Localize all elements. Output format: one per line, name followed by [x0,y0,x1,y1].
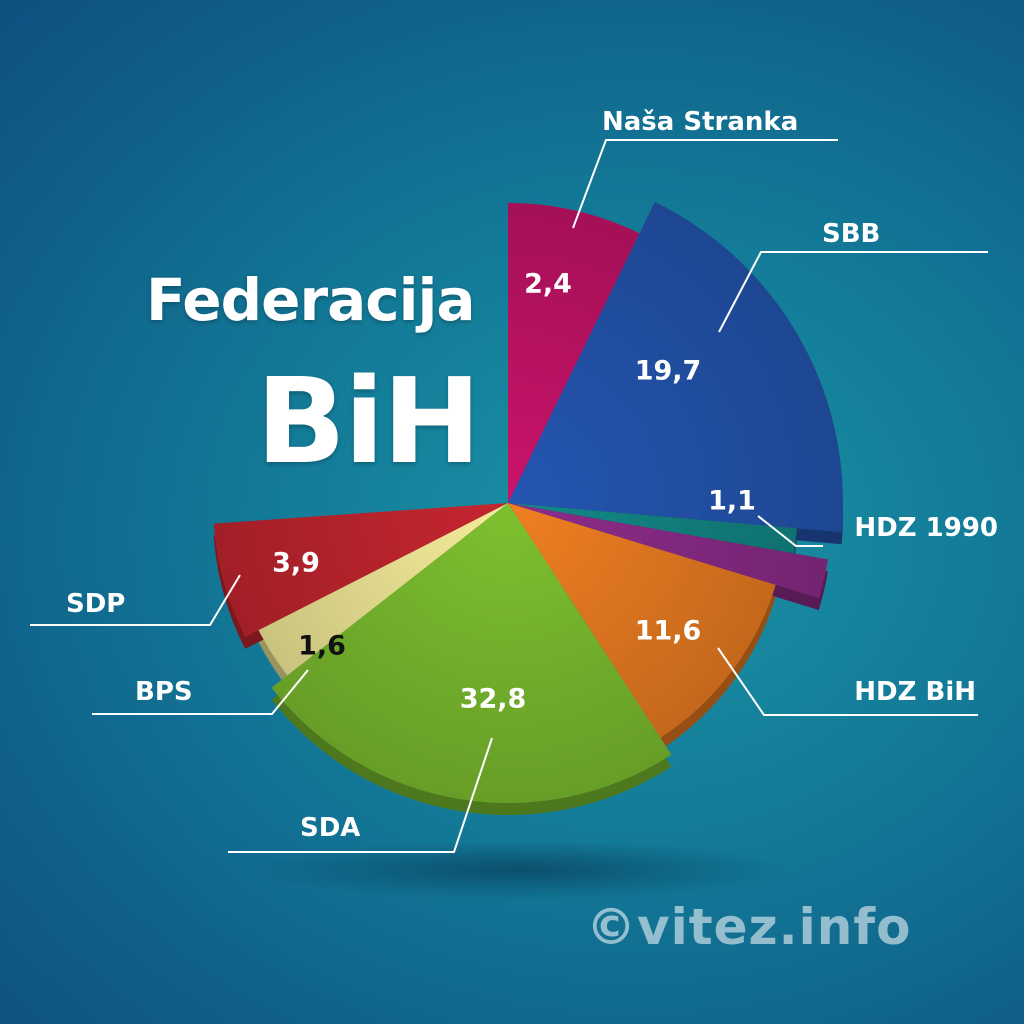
slice-value-label: 11,6 [635,616,702,647]
callout-line [92,669,309,715]
callout-line [757,515,823,547]
party-name-label: SBB [822,219,880,249]
slice-value-label: 1,1 [708,486,756,517]
slice-hdz-1990 [508,503,797,554]
slice-hdz-1990-accent [508,503,829,599]
callout-line [718,251,988,333]
party-name-label: HDZ 1990 [854,513,998,543]
party-name-label: SDA [300,813,360,843]
slice-value-label: 19,7 [635,356,702,387]
party-name-label: SDP [66,589,125,619]
callout-line [572,139,838,229]
slice-value-label: 3,9 [272,548,320,579]
slice-na-a-stranka [508,203,640,503]
chart-title-line-2: BiH [256,352,481,490]
slice-sdp [213,503,508,637]
chart-title-line-1: Federacija [146,266,475,334]
chart-shadow [250,840,790,900]
slice-value-label: 1,6 [298,631,346,662]
slice-hdz-bih [508,503,776,738]
labels-layer: 2,4 Naša Stranka 19,7 SBB 1,1 HDZ 1990 11,6 HDZ… [66,107,998,843]
party-name-label: Naša Stranka [602,107,798,137]
watermark-logo: ©vitez.info [586,898,912,956]
slice-sda [271,503,672,804]
callouts-layer [30,139,988,853]
slice-bps [258,503,508,676]
callout-line [30,574,241,626]
callout-line [228,737,493,853]
slices-layer [213,201,843,816]
party-name-label: HDZ BiH [854,677,976,707]
slice-value-label: 2,4 [524,269,572,300]
party-name-label: BPS [135,677,193,707]
slice-value-label: 32,8 [460,684,527,715]
slice-sbb [508,201,843,533]
callout-line [717,647,978,716]
